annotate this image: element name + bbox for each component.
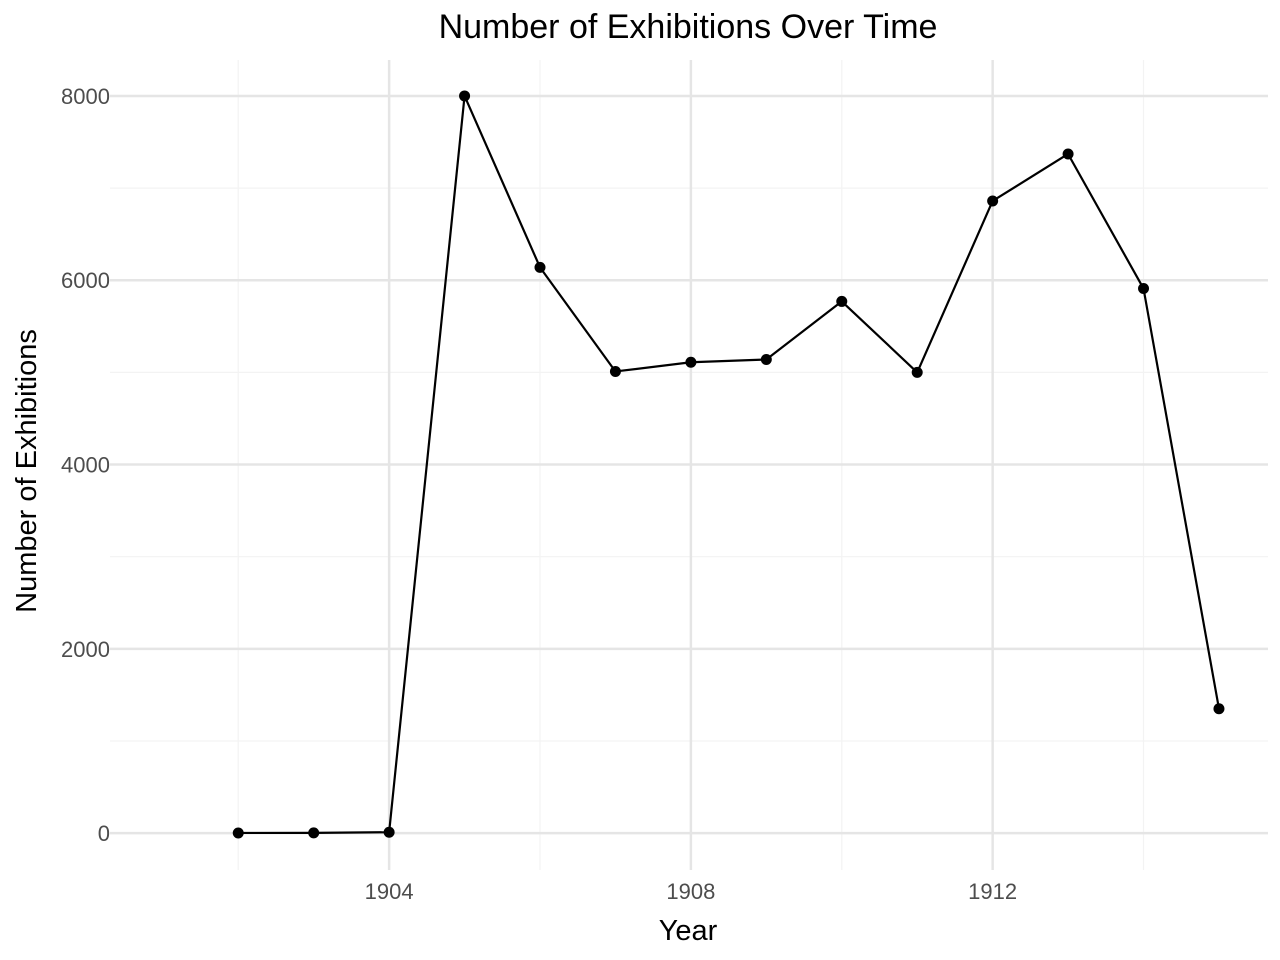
data-point [609, 365, 621, 377]
series-line [238, 94, 1221, 835]
tick-label-layer: 1904 1908 1912 0 2000 4000 6000 8000 [61, 84, 1017, 904]
x-tick-label: 1912 [968, 879, 1017, 904]
y-axis-title: Number of Exhibitions [11, 329, 43, 613]
data-point [836, 295, 848, 307]
chart-title: Number of Exhibitions Over Time [439, 8, 938, 46]
grid-layer [110, 60, 1268, 870]
y-tick-label: 0 [98, 821, 110, 846]
data-point [987, 195, 999, 207]
y-tick-label: 2000 [61, 637, 110, 662]
y-tick-label: 8000 [61, 84, 110, 109]
x-tick-label: 1904 [365, 879, 414, 904]
x-tick-label: 1908 [666, 879, 715, 904]
series-layer [232, 90, 1225, 839]
data-point [760, 353, 772, 365]
data-point [459, 90, 471, 102]
data-point [232, 827, 244, 839]
y-tick-label: 4000 [61, 453, 110, 478]
data-point [1062, 148, 1074, 160]
data-point [1213, 703, 1225, 715]
data-point [911, 366, 923, 378]
x-axis-title: Year [659, 915, 718, 947]
data-point [685, 356, 697, 368]
y-tick-label: 6000 [61, 268, 110, 293]
data-point [383, 826, 395, 838]
data-point [1138, 283, 1150, 295]
data-point [308, 827, 320, 839]
data-point [534, 261, 546, 273]
